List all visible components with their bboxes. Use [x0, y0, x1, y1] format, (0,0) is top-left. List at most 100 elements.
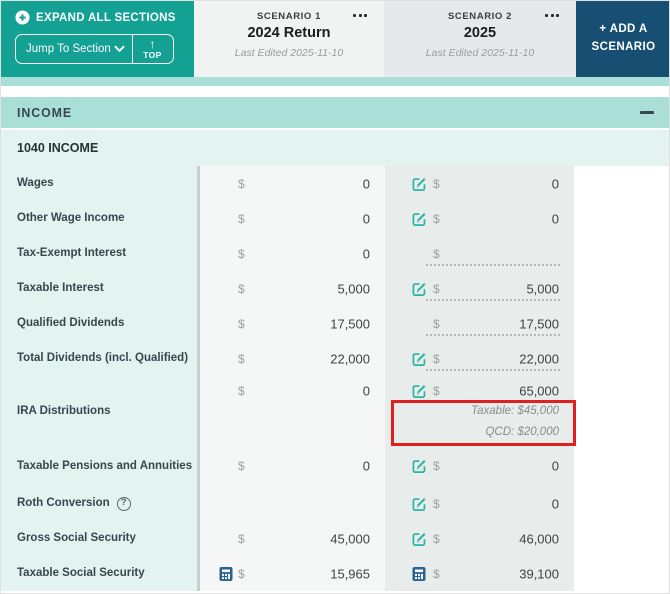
scenario-1-cell: $ 0 — [200, 201, 385, 236]
table-row-total-dividends: Total Dividends (incl. Qualified) $ 22,0… — [1, 341, 669, 376]
currency-symbol: $ — [433, 211, 440, 226]
top-label: TOP — [143, 50, 162, 61]
scenario-2-cell: $ 0 — [385, 446, 574, 486]
cell-value: 0 — [362, 211, 370, 226]
cell-value: 17,500 — [330, 316, 370, 331]
cell-value-input[interactable]: 0 — [551, 496, 559, 511]
scenario-1-column-band — [200, 166, 385, 591]
scenario-1-cell: $ 5,000 — [200, 271, 385, 306]
edit-icon[interactable] — [412, 211, 427, 226]
cell-value: 0 — [362, 383, 370, 399]
jump-to-section-dropdown[interactable]: Jump To Section — [15, 34, 133, 64]
input-underline[interactable] — [426, 264, 560, 266]
cell-value: 0 — [362, 176, 370, 191]
table-row-taxable-pensions: Taxable Pensions and Annuities $ 0 $ 0 — [1, 446, 669, 486]
ellipsis-icon[interactable] — [351, 12, 369, 19]
scenario-1-cell: $ 0 — [200, 446, 385, 486]
ellipsis-icon[interactable] — [543, 12, 561, 19]
income-table: Wages $ 0 $ 0 Other Wage Income $ 0 — [1, 166, 669, 591]
scenario-2-cell: $ 0 — [385, 486, 574, 521]
calculator-icon[interactable] — [412, 566, 426, 581]
table-row-taxable-social-security: Taxable Social Security $ 15,965 $ 39,10… — [1, 556, 669, 591]
scenario-1-header: SCENARIO 1 2024 Return Last Edited 2025-… — [194, 1, 384, 77]
scenario-2-cell: $ — [385, 236, 574, 271]
income-section-header[interactable]: INCOME — [1, 97, 669, 128]
edit-icon[interactable] — [412, 496, 427, 511]
currency-symbol: $ — [238, 566, 245, 581]
add-scenario-button[interactable]: + ADD A SCENARIO — [576, 1, 669, 77]
input-underline[interactable] — [426, 299, 560, 301]
currency-symbol: $ — [433, 531, 440, 546]
cell-value: 39,100 — [519, 566, 559, 581]
table-row-qualified-dividends: Qualified Dividends $ 17,500 $ 17,500 — [1, 306, 669, 341]
edit-icon[interactable] — [412, 531, 427, 546]
scenario-1-cell: $ 0 — [200, 166, 385, 201]
table-row-taxable-interest: Taxable Interest $ 5,000 $ 5,000 — [1, 271, 669, 306]
cell-value: 22,000 — [330, 351, 370, 366]
row-label: Other Wage Income — [17, 212, 125, 225]
scenario-1-cell: $ 0 — [200, 376, 385, 446]
scenario-2-eyebrow: SCENARIO 2 — [447, 11, 513, 22]
plus-circle-icon — [15, 10, 30, 25]
subsection-title: 1040 INCOME — [17, 141, 99, 155]
header-divider-strip — [1, 77, 669, 86]
table-row-ira-distributions: IRA Distributions $ 0 $ 65,000 Taxable: … — [1, 376, 669, 446]
scroll-to-top-button[interactable]: ↑ TOP — [131, 34, 174, 64]
cell-value-input[interactable]: 0 — [551, 211, 559, 226]
collapse-minus-icon[interactable] — [640, 111, 654, 114]
scenario-1-last-edited: Last Edited 2025-11-10 — [234, 47, 344, 59]
scenario-2-last-edited: Last Edited 2025-11-10 — [425, 47, 535, 59]
scenario-2-cell: $ 5,000 — [385, 271, 574, 306]
row-label: Tax-Exempt Interest — [17, 247, 127, 260]
expand-all-sections-button[interactable]: EXPAND ALL SECTIONS — [15, 10, 176, 25]
input-underline[interactable] — [426, 369, 560, 371]
scenario-2-title: 2025 — [463, 25, 497, 41]
row-label: Taxable Pensions and Annuities — [17, 459, 193, 472]
row-label: Total Dividends (incl. Qualified) — [17, 352, 189, 365]
currency-symbol: $ — [433, 459, 440, 473]
scenario-2-column-band — [385, 166, 574, 591]
currency-symbol: $ — [433, 176, 440, 191]
scenario-1-cell: $ 22,000 — [200, 341, 385, 376]
currency-symbol: $ — [238, 459, 245, 473]
currency-symbol: $ — [433, 496, 440, 511]
scenario-1-eyebrow: SCENARIO 1 — [256, 11, 322, 22]
edit-icon[interactable] — [412, 176, 427, 191]
scenario-1-cell: $ 0 — [200, 236, 385, 271]
scenario-2-cell: $ 46,000 — [385, 521, 574, 556]
currency-symbol: $ — [433, 316, 440, 331]
cell-value-input[interactable]: 17,500 — [519, 316, 559, 331]
add-scenario-line1: + ADD A — [599, 23, 648, 36]
scenario-1-cell: $ 45,000 — [200, 521, 385, 556]
scenario-2-cell: $ 39,100 — [385, 556, 574, 591]
highlight-box — [391, 400, 576, 446]
cell-value-input[interactable]: 46,000 — [519, 531, 559, 546]
row-label: Roth Conversion — [17, 497, 110, 510]
currency-symbol: $ — [238, 384, 245, 398]
cell-value-input[interactable]: 22,000 — [519, 351, 559, 366]
jump-top-button-group: Jump To Section ↑ TOP — [15, 34, 174, 64]
edit-icon[interactable] — [412, 281, 427, 296]
calculator-icon[interactable] — [219, 566, 233, 581]
cell-value-input[interactable]: 65,000 — [519, 383, 559, 399]
currency-symbol: $ — [238, 316, 245, 331]
edit-icon[interactable] — [412, 351, 427, 366]
cell-value-input[interactable]: 0 — [551, 458, 559, 474]
cell-value-input[interactable]: 5,000 — [526, 281, 559, 296]
row-label: Qualified Dividends — [17, 317, 125, 330]
row-label: Gross Social Security — [17, 532, 136, 545]
subsection-1040-income: 1040 INCOME — [1, 130, 669, 166]
currency-symbol: $ — [238, 246, 245, 261]
edit-icon[interactable] — [412, 384, 427, 399]
help-icon[interactable]: ? — [116, 496, 131, 511]
cell-value-input[interactable]: 0 — [551, 176, 559, 191]
jump-to-section-label: Jump To Section — [26, 43, 111, 55]
table-row-gross-social-security: Gross Social Security $ 45,000 $ 46,000 — [1, 521, 669, 556]
arrow-up-icon: ↑ — [149, 37, 156, 52]
edit-icon[interactable] — [412, 459, 427, 474]
row-label: IRA Distributions — [17, 404, 111, 417]
input-underline[interactable] — [426, 334, 560, 336]
cell-value: 5,000 — [337, 281, 370, 296]
scenario-2-header: SCENARIO 2 2025 Last Edited 2025-11-10 — [384, 1, 576, 77]
scenario-2-cell: $ 0 — [385, 166, 574, 201]
